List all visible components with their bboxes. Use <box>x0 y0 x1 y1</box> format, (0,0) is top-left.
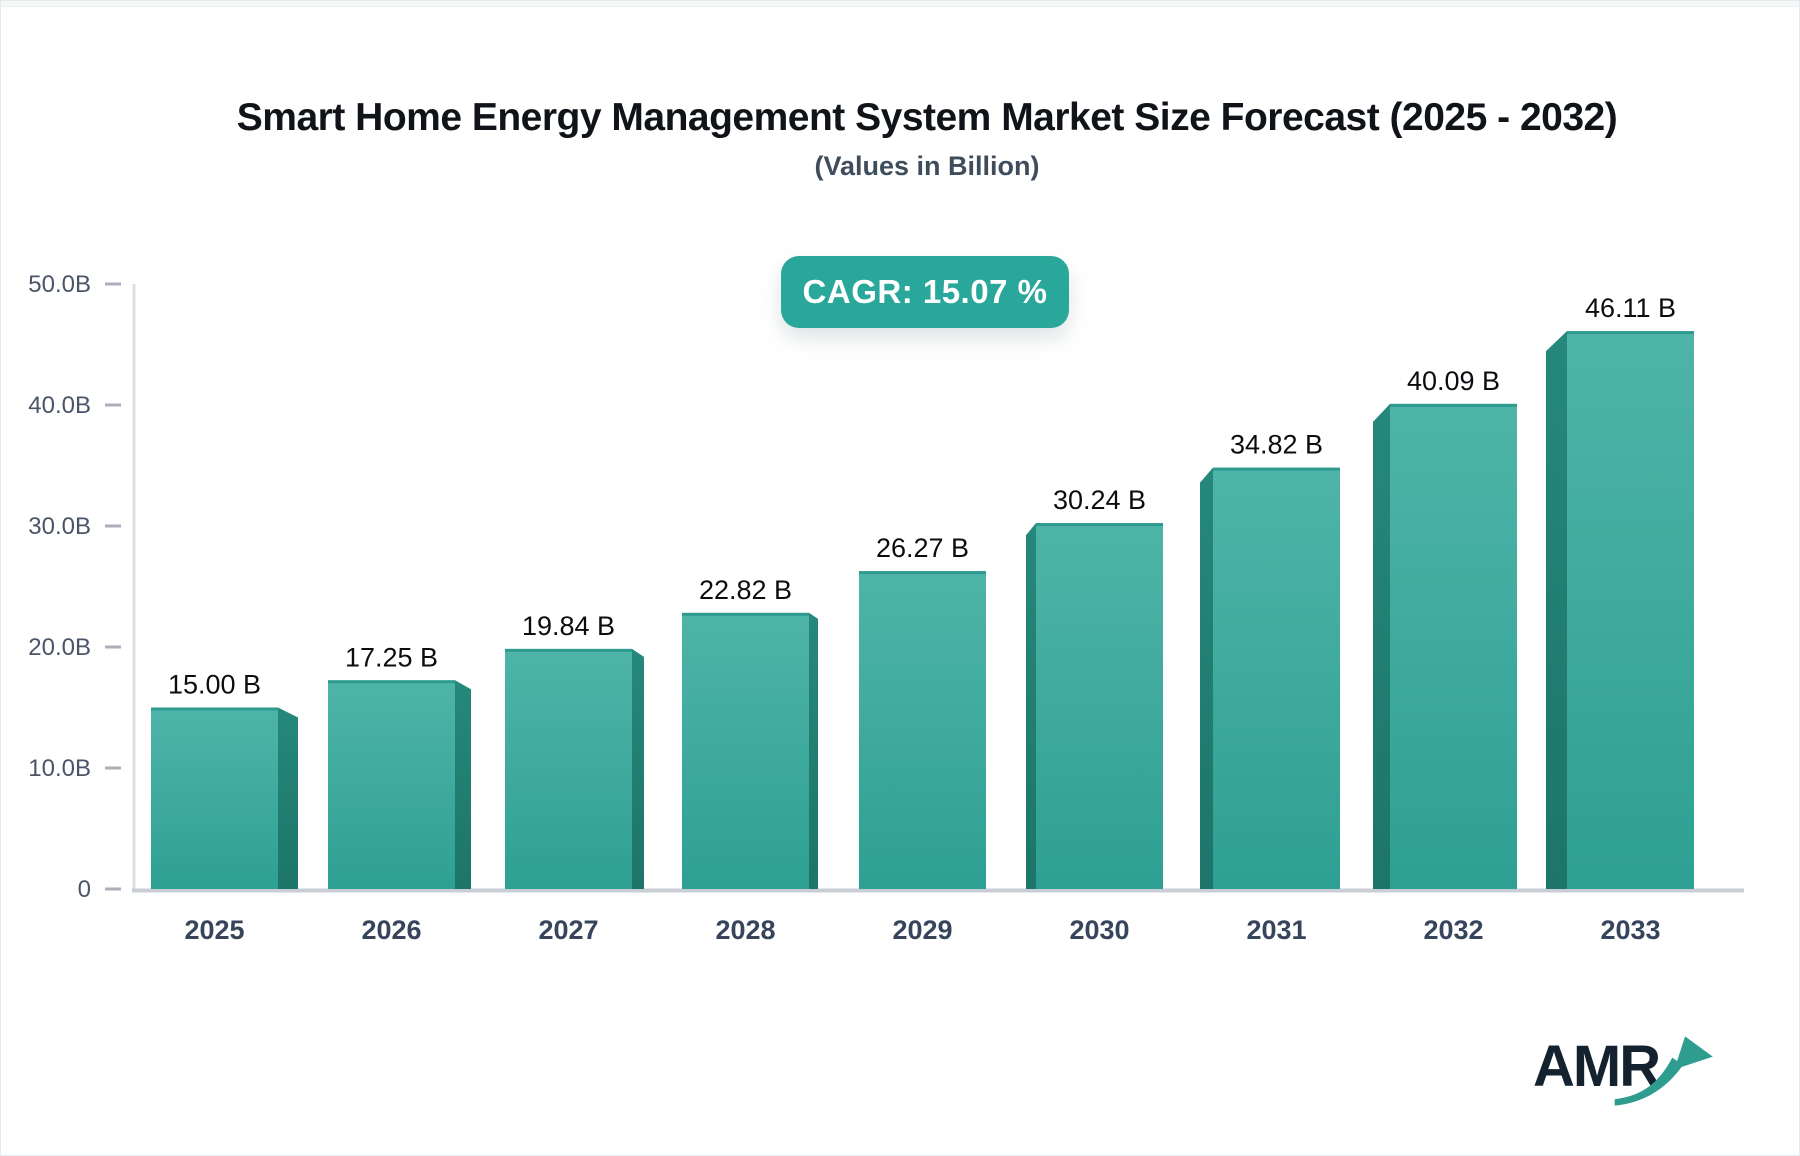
y-tick-label: 10.0B <box>28 755 91 782</box>
x-tick-label: 2025 <box>184 915 244 945</box>
bar-side-2033 <box>1546 331 1567 890</box>
x-tick-label: 2027 <box>538 915 598 945</box>
y-tick-label: 50.0B <box>28 271 91 298</box>
chart-subtitle: (Values in Billion) <box>814 151 1040 181</box>
y-tick-label: 40.0B <box>28 392 91 419</box>
x-tick-label: 2026 <box>361 915 421 945</box>
x-tick-label: 2032 <box>1423 915 1483 945</box>
bar-side-2026 <box>455 680 471 889</box>
bar-side-2032 <box>1373 403 1390 889</box>
y-tick-label: 0 <box>78 876 91 903</box>
bar-2030[interactable] <box>1036 523 1163 889</box>
x-tick-label: 2030 <box>1069 915 1129 945</box>
bar-side-2027 <box>632 648 644 889</box>
y-tick-label: 30.0B <box>28 513 91 540</box>
bar-2029[interactable] <box>859 571 986 889</box>
bar-2033[interactable] <box>1567 331 1694 890</box>
x-tick-label: 2029 <box>892 915 952 945</box>
bar-2032[interactable] <box>1390 403 1517 889</box>
bar-value-label: 15.00 B <box>168 670 261 700</box>
bar-value-label: 46.11 B <box>1585 293 1676 323</box>
x-tick-label: 2031 <box>1246 915 1306 945</box>
bar-2025[interactable] <box>151 707 278 890</box>
bar-value-label: 26.27 B <box>876 533 969 563</box>
cagr-badge: CAGR: 15.07 % <box>781 256 1069 328</box>
bar-side-2025 <box>278 707 298 889</box>
amr-logo: AMR <box>1521 1031 1741 1121</box>
bar-value-label: 19.84 B <box>522 611 615 641</box>
growth-arrow-icon <box>1614 1036 1713 1106</box>
x-tick-label: 2028 <box>715 915 775 945</box>
bar-2031[interactable] <box>1213 467 1340 889</box>
bar-2027[interactable] <box>505 648 632 889</box>
bar-side-2028 <box>809 612 818 889</box>
bar-value-label: 22.82 B <box>699 575 792 605</box>
y-tick-label: 20.0B <box>28 634 91 661</box>
bar-2028[interactable] <box>682 612 809 889</box>
x-tick-label: 2033 <box>1600 915 1660 945</box>
bar-value-label: 17.25 B <box>345 642 438 672</box>
bar-side-2031 <box>1200 467 1213 889</box>
bar-side-2030 <box>1026 523 1036 889</box>
chart-title: Smart Home Energy Management System Mark… <box>236 96 1618 139</box>
bar-value-label: 30.24 B <box>1053 485 1146 515</box>
bar-value-label: 34.82 B <box>1230 430 1323 460</box>
cagr-badge-label: CAGR: 15.07 % <box>802 273 1048 310</box>
amr-logo-text: AMR <box>1533 1034 1661 1099</box>
top-border-strip <box>1 1 1799 7</box>
bar-2026[interactable] <box>328 680 455 889</box>
bar-value-label: 40.09 B <box>1407 366 1500 396</box>
